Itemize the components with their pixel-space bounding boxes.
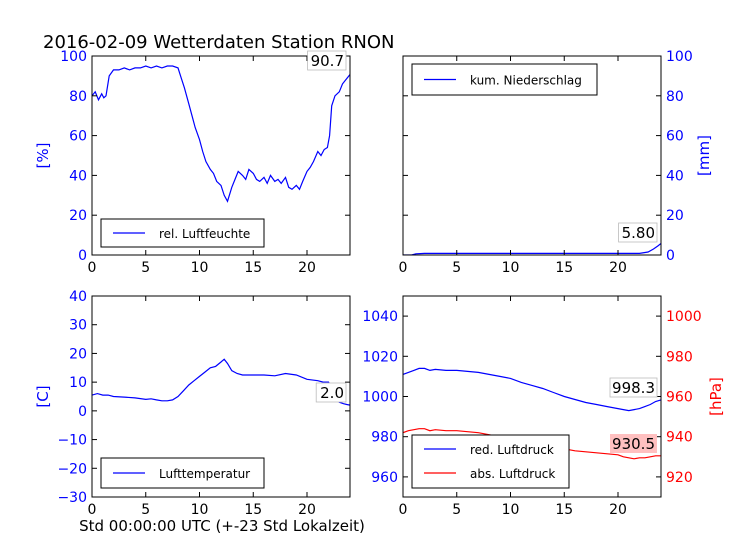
legend: kum. Niederschlag — [411, 63, 598, 96]
value-label-text: 930.5 — [612, 435, 655, 453]
series-line-kum-niederschlag — [403, 243, 661, 255]
y-right-tick-label: 980 — [666, 349, 693, 365]
x-tick-label: 20 — [609, 260, 627, 276]
current-value-label: 2.0 — [315, 382, 347, 403]
x-tick-label: 15 — [244, 502, 262, 518]
series-line-red-luftdruck — [403, 367, 661, 412]
panel-precipitation: 0 5 10 15 20 0 20 40 60 80 100 [mm] kum. Niederschla… — [399, 49, 713, 276]
legend-label: kum. Niederschlag — [470, 74, 582, 88]
value-label-text: 5.80 — [622, 224, 655, 242]
y-right-tick-label: 940 — [666, 430, 693, 446]
value-label-bg — [618, 222, 658, 243]
y-tick-label: 960 — [371, 470, 398, 486]
x-tick-label: 15 — [555, 260, 573, 276]
current-value-label: 90.7 — [307, 50, 347, 71]
y-axis-label: [%] — [34, 143, 52, 169]
value-label-text: 2.0 — [320, 384, 344, 402]
value-label-bg — [315, 382, 347, 403]
value-label-text: 998.3 — [612, 379, 655, 397]
panel-temperature: 0 5 10 15 20 −30 −20 −10 0 10 20 30 40 [C] Lufttempera… — [34, 289, 351, 518]
panel-humidity: 0 5 10 15 20 0 20 40 60 80 100 [%] rel. Luftfeuchte 9… — [34, 49, 351, 276]
x-tick-label: 15 — [555, 502, 573, 518]
y-tick-label: 10 — [69, 375, 87, 391]
legend-box — [411, 434, 570, 489]
y-tick-label: 60 — [666, 129, 684, 145]
x-tick-label: 20 — [298, 260, 316, 276]
x-tick-label: 5 — [141, 502, 150, 518]
x-tick-label: 5 — [141, 260, 150, 276]
chart-title: 2016-02-09 Wetterdaten Station RNON — [43, 32, 394, 53]
current-value-label: 998.3 — [609, 377, 658, 398]
legend: Lufttemperatur — [100, 457, 265, 489]
y-tick-label: 80 — [666, 89, 684, 105]
current-value-label-right: 930.5 — [610, 434, 657, 453]
x-tick-label: 10 — [191, 260, 209, 276]
x-axis-label: Std 00:00:00 UTC (+-23 Std Lokalzeit) — [79, 517, 365, 535]
series-line-rel-luftfeuchte — [92, 65, 350, 203]
y-tick-label: 1020 — [362, 349, 398, 365]
series-line-lufttemperatur — [92, 358, 350, 406]
y-right-axis-label: [hPa] — [707, 377, 725, 416]
plot-frame — [91, 55, 351, 256]
x-tick-label: 15 — [244, 260, 262, 276]
x-tick-label: 10 — [502, 260, 520, 276]
y-axis-label: [mm] — [695, 135, 713, 176]
x-tick-label: 20 — [298, 502, 316, 518]
y-tick-label: 30 — [69, 318, 87, 334]
x-tick-label: 0 — [88, 502, 97, 518]
y-tick-label: 100 — [666, 49, 693, 65]
y-tick-label: 980 — [371, 430, 398, 446]
plot-frame — [402, 55, 662, 256]
y-tick-label: 100 — [60, 49, 87, 65]
y-tick-label: 20 — [666, 208, 684, 224]
plot-frame — [91, 295, 351, 498]
y-tick-label: 1000 — [362, 390, 398, 406]
legend-label: abs. Luftdruck — [470, 467, 555, 481]
y-tick-label: −30 — [57, 490, 87, 506]
y-tick-label: 40 — [69, 168, 87, 184]
y-right-tick-label: 920 — [666, 470, 693, 486]
legend-label: red. Luftdruck — [470, 443, 554, 457]
legend-label: rel. Luftfeuchte — [159, 227, 250, 241]
y-tick-label: 0 — [78, 404, 87, 420]
value-label-bg — [610, 434, 657, 453]
legend: rel. Luftfeuchte — [100, 218, 265, 248]
y-tick-label: 60 — [69, 129, 87, 145]
x-tick-label: 10 — [502, 502, 520, 518]
x-tick-label: 0 — [399, 260, 408, 276]
value-label-text: 90.7 — [311, 52, 344, 70]
y-tick-label: −20 — [57, 461, 87, 477]
legend: red. Luftdruck abs. Luftdruck — [411, 434, 570, 489]
y-tick-label: 0 — [666, 248, 675, 264]
x-tick-label: 5 — [452, 260, 461, 276]
y-tick-label: 40 — [666, 168, 684, 184]
y-tick-label: 40 — [69, 289, 87, 305]
y-axis-label: [C] — [34, 385, 52, 407]
y-tick-label: 1040 — [362, 309, 398, 325]
x-tick-label: 0 — [88, 260, 97, 276]
y-right-tick-label: 1000 — [666, 309, 702, 325]
legend-label: Lufttemperatur — [159, 467, 250, 481]
y-tick-label: 0 — [78, 248, 87, 264]
value-label-bg — [609, 377, 658, 398]
y-right-tick-label: 960 — [666, 390, 693, 406]
y-tick-label: −10 — [57, 433, 87, 449]
y-tick-label: 80 — [69, 89, 87, 105]
y-tick-label: 20 — [69, 346, 87, 362]
x-tick-label: 20 — [609, 502, 627, 518]
x-tick-label: 0 — [399, 502, 408, 518]
x-tick-label: 10 — [191, 502, 209, 518]
current-value-label: 5.80 — [618, 222, 658, 243]
x-tick-label: 5 — [452, 502, 461, 518]
panel-pressure: 0 5 10 15 20 960 980 1000 1020 1040 920 940 960 980 10… — [362, 295, 725, 518]
value-label-bg — [307, 50, 347, 71]
y-tick-label: 20 — [69, 208, 87, 224]
